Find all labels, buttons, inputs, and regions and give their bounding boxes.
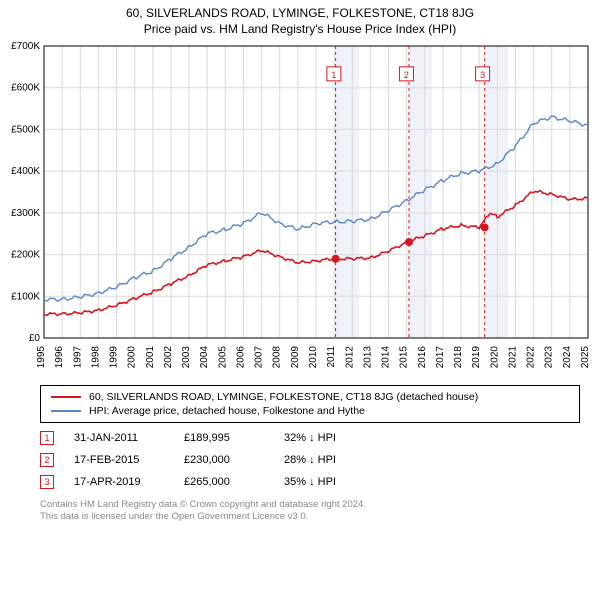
trade-price: £265,000 xyxy=(184,476,264,488)
svg-text:2002: 2002 xyxy=(163,346,174,369)
svg-text:3: 3 xyxy=(480,70,485,80)
legend-swatch xyxy=(51,396,81,398)
svg-text:1998: 1998 xyxy=(90,346,101,369)
svg-text:2001: 2001 xyxy=(145,346,156,369)
svg-text:2008: 2008 xyxy=(272,346,283,369)
svg-text:2007: 2007 xyxy=(254,346,265,369)
svg-text:2016: 2016 xyxy=(417,346,428,369)
chart-container: 60, SILVERLANDS ROAD, LYMINGE, FOLKESTON… xyxy=(0,0,600,590)
legend-row: HPI: Average price, detached house, Folk… xyxy=(51,404,569,418)
svg-text:2: 2 xyxy=(404,70,409,80)
svg-text:£100K: £100K xyxy=(11,291,40,302)
svg-text:2000: 2000 xyxy=(127,346,138,369)
svg-text:£500K: £500K xyxy=(11,124,40,135)
svg-text:2025: 2025 xyxy=(580,346,591,369)
trade-delta: 35% ↓ HPI xyxy=(284,476,374,488)
trades-table: 1 31-JAN-2011 £189,995 32% ↓ HPI 2 17-FEB-201… xyxy=(40,427,580,493)
svg-text:2015: 2015 xyxy=(399,346,410,369)
svg-text:2017: 2017 xyxy=(435,346,446,369)
chart-plot: £0 £100K £200K £300K £400K £500K £600K £700K 199… xyxy=(0,42,600,377)
svg-text:2013: 2013 xyxy=(362,346,373,369)
svg-text:2022: 2022 xyxy=(526,346,537,369)
trade-marker: 3 xyxy=(40,475,54,489)
svg-text:1996: 1996 xyxy=(54,346,65,369)
svg-text:£400K: £400K xyxy=(11,166,40,177)
trade-date: 31-JAN-2011 xyxy=(74,432,164,444)
legend-row: 60, SILVERLANDS ROAD, LYMINGE, FOLKESTON… xyxy=(51,390,569,404)
trade-delta: 32% ↓ HPI xyxy=(284,432,374,444)
svg-text:2005: 2005 xyxy=(217,346,228,369)
svg-text:2021: 2021 xyxy=(507,346,518,369)
svg-text:2018: 2018 xyxy=(453,346,464,369)
svg-text:2019: 2019 xyxy=(471,346,482,369)
legend-label: 60, SILVERLANDS ROAD, LYMINGE, FOLKESTON… xyxy=(89,391,478,403)
chart-title: 60, SILVERLANDS ROAD, LYMINGE, FOLKESTON… xyxy=(0,0,600,20)
legend: 60, SILVERLANDS ROAD, LYMINGE, FOLKESTON… xyxy=(40,385,580,423)
svg-text:2012: 2012 xyxy=(344,346,355,369)
trade-row: 2 17-FEB-2015 £230,000 28% ↓ HPI xyxy=(40,449,580,471)
svg-text:£0: £0 xyxy=(29,333,41,344)
trade-price: £189,995 xyxy=(184,432,264,444)
svg-text:2006: 2006 xyxy=(235,346,246,369)
trade-row: 3 17-APR-2019 £265,000 35% ↓ HPI xyxy=(40,471,580,493)
svg-text:2003: 2003 xyxy=(181,346,192,369)
svg-text:1997: 1997 xyxy=(72,346,83,369)
trade-date: 17-FEB-2015 xyxy=(74,454,164,466)
trade-marker: 1 xyxy=(40,431,54,445)
svg-text:1995: 1995 xyxy=(36,346,47,369)
svg-text:2014: 2014 xyxy=(381,346,392,369)
svg-text:£200K: £200K xyxy=(11,250,40,261)
svg-text:2004: 2004 xyxy=(199,346,210,369)
trade-price: £230,000 xyxy=(184,454,264,466)
legend-swatch xyxy=(51,410,81,412)
svg-text:£700K: £700K xyxy=(11,42,40,52)
chart-subtitle: Price paid vs. HM Land Registry's House … xyxy=(0,20,600,42)
svg-text:2023: 2023 xyxy=(544,346,555,369)
svg-text:2024: 2024 xyxy=(562,346,573,369)
footer-line-1: Contains HM Land Registry data © Crown c… xyxy=(40,499,580,511)
trade-marker: 2 xyxy=(40,453,54,467)
legend-label: HPI: Average price, detached house, Folk… xyxy=(89,405,365,417)
svg-text:£600K: £600K xyxy=(11,83,40,94)
svg-text:2020: 2020 xyxy=(489,346,500,369)
svg-text:1: 1 xyxy=(331,70,336,80)
svg-text:2010: 2010 xyxy=(308,346,319,369)
trade-date: 17-APR-2019 xyxy=(74,476,164,488)
svg-text:2011: 2011 xyxy=(326,346,337,368)
footer-attribution: Contains HM Land Registry data © Crown c… xyxy=(40,499,580,524)
trade-row: 1 31-JAN-2011 £189,995 32% ↓ HPI xyxy=(40,427,580,449)
svg-text:£300K: £300K xyxy=(11,208,40,219)
chart-svg: £0 £100K £200K £300K £400K £500K £600K £700K 199… xyxy=(0,42,600,372)
trade-delta: 28% ↓ HPI xyxy=(284,454,374,466)
footer-line-2: This data is licensed under the Open Gov… xyxy=(40,511,580,523)
svg-text:2009: 2009 xyxy=(290,346,301,369)
svg-text:1999: 1999 xyxy=(109,346,120,369)
